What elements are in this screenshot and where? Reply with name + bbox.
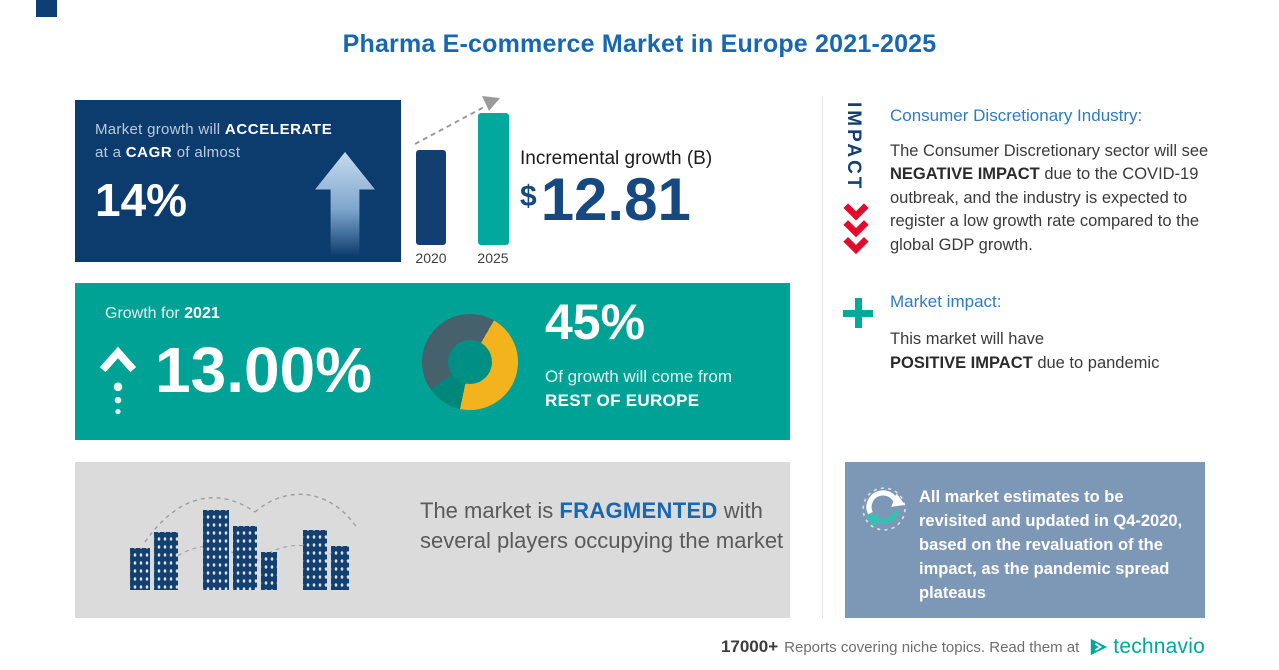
cagr-line1-pre: Market growth will <box>95 121 221 138</box>
growth-label-year: 2021 <box>184 305 220 322</box>
donut-hole <box>448 340 492 384</box>
fragmented-text: The market is FRAGMENTED with several pl… <box>420 496 790 555</box>
technavio-logo[interactable]: technavio <box>1089 635 1205 659</box>
building-graphic <box>154 532 178 590</box>
cagr-box: Market growth will ACCELERATE at a CAGR … <box>75 100 401 262</box>
growth-2021-box: Growth for 2021 13.00% 45% Of growth wil… <box>75 283 790 440</box>
industry-body-post: due to the COVID-19 outbreak, and the in… <box>890 165 1200 254</box>
trend-arrow-icon <box>414 96 500 145</box>
building-graphic <box>261 552 277 590</box>
column-divider <box>822 96 823 618</box>
bar-label-2025: 2025 <box>477 250 509 266</box>
estimates-note-text: All market estimates to be revisited and… <box>919 488 1183 602</box>
corner-accent-square <box>36 0 57 17</box>
market-body-pre: This market will have <box>890 330 1045 348</box>
share-region: REST OF EUROPE <box>545 391 700 410</box>
technavio-wordmark: technavio <box>1113 635 1205 658</box>
incremental-growth-label: Incremental growth (B) <box>520 148 713 169</box>
fragmented-bold: FRAGMENTED <box>559 498 718 523</box>
industry-body-bold: NEGATIVE IMPACT <box>890 165 1040 184</box>
cagr-line-2: at a CAGR of almost <box>95 141 381 164</box>
estimates-note-box: All market estimates to be revisited and… <box>845 462 1205 618</box>
cagr-value: 14% <box>95 173 188 226</box>
up-chevron-icon <box>99 346 137 415</box>
building-graphic <box>303 530 327 590</box>
cagr-line2-post: of almost <box>176 144 241 162</box>
fragmented-box: The market is FRAGMENTED with several pl… <box>75 462 790 618</box>
refresh-icon <box>862 487 906 531</box>
market-body-bold: POSITIVE IMPACT <box>890 353 1033 372</box>
bar-2020 <box>416 150 446 245</box>
fragmented-pre: The market is <box>420 498 554 523</box>
negative-impact-chevrons-icon <box>843 203 869 255</box>
growth-2021-label: Growth for 2021 <box>105 305 220 323</box>
cagr-line-1: Market growth will ACCELERATE <box>95 118 381 141</box>
bar-label-2020: 2020 <box>415 250 447 266</box>
cagr-line2-bold: CAGR <box>125 144 173 162</box>
building-graphic <box>233 526 257 590</box>
donut-chart <box>422 314 518 410</box>
impact-vertical-label: IMPACT <box>843 102 864 192</box>
plus-icon <box>843 298 873 328</box>
currency-symbol: $ <box>520 180 537 213</box>
building-graphic <box>203 510 229 590</box>
cagr-line2-pre: at a <box>95 144 122 162</box>
footer-text: Reports covering niche topics. Read them… <box>784 638 1080 656</box>
industry-impact-title: Consumer Discretionary Industry: <box>890 106 1143 125</box>
footer: 17000+ Reports covering niche topics. Re… <box>721 635 1205 659</box>
growth-label-pre: Growth for <box>105 305 180 322</box>
page-title: Pharma E-commerce Market in Europe 2021-… <box>342 30 937 58</box>
technavio-triangle-icon <box>1091 638 1108 656</box>
building-graphic <box>331 546 349 590</box>
industry-impact-body: The Consumer Discretionary sector will s… <box>890 140 1215 257</box>
market-body-post: due to pandemic <box>1037 353 1160 372</box>
building-graphic <box>130 548 150 590</box>
cagr-line1-bold: ACCELERATE <box>224 121 333 138</box>
market-impact-title: Market impact: <box>890 292 1002 311</box>
market-impact-body: This market will have POSITIVE IMPACT du… <box>890 328 1190 376</box>
fragmented-post: with several players occupying the marke… <box>420 498 784 553</box>
share-percent: 45% <box>545 294 646 350</box>
report-count: 17000+ <box>720 637 779 656</box>
incremental-amount: 12.81 <box>540 166 691 233</box>
share-caption: Of growth will come from <box>545 367 733 386</box>
growth-2021-value: 13.00% <box>155 334 373 406</box>
incremental-growth-value: $ 12.81 <box>520 170 691 230</box>
industry-body-pre: The Consumer Discretionary sector will s… <box>890 142 1209 160</box>
bar-2025 <box>478 113 509 245</box>
